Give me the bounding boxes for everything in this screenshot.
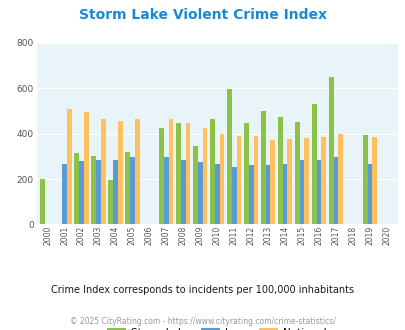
Legend: Storm Lake, Iowa, National: Storm Lake, Iowa, National [103, 324, 330, 330]
Bar [248, 165, 253, 224]
Bar [316, 160, 321, 224]
Text: Crime Index corresponds to incidents per 100,000 inhabitants: Crime Index corresponds to incidents per… [51, 285, 354, 295]
Bar [362, 135, 367, 224]
Bar [243, 123, 248, 224]
Bar [294, 122, 299, 224]
Bar [164, 157, 168, 224]
Bar [367, 164, 371, 224]
Text: © 2025 CityRating.com - https://www.cityrating.com/crime-statistics/: © 2025 CityRating.com - https://www.city… [70, 317, 335, 326]
Text: Storm Lake Violent Crime Index: Storm Lake Violent Crime Index [79, 8, 326, 22]
Bar [328, 77, 333, 224]
Bar [287, 139, 292, 224]
Bar [67, 109, 71, 224]
Bar [168, 119, 173, 224]
Bar [100, 119, 105, 224]
Bar [236, 136, 241, 224]
Bar [304, 138, 308, 224]
Bar [231, 167, 236, 224]
Bar [371, 137, 376, 224]
Bar [113, 160, 117, 224]
Bar [299, 160, 304, 224]
Bar [130, 157, 134, 224]
Bar [321, 137, 325, 224]
Bar [214, 164, 219, 224]
Bar [185, 123, 190, 224]
Bar [202, 128, 207, 224]
Bar [226, 89, 231, 224]
Bar [265, 165, 270, 224]
Bar [193, 146, 197, 224]
Bar [197, 162, 202, 224]
Bar [79, 161, 84, 224]
Bar [260, 111, 265, 224]
Bar [337, 134, 342, 224]
Bar [40, 179, 45, 224]
Bar [282, 164, 287, 224]
Bar [134, 119, 139, 224]
Bar [176, 123, 181, 224]
Bar [277, 116, 282, 224]
Bar [181, 160, 185, 224]
Bar [311, 104, 316, 224]
Bar [253, 136, 258, 224]
Bar [219, 134, 224, 224]
Bar [270, 141, 275, 224]
Bar [91, 156, 96, 224]
Bar [108, 180, 113, 224]
Bar [125, 152, 130, 224]
Bar [74, 153, 79, 224]
Bar [117, 121, 122, 224]
Bar [84, 112, 88, 224]
Bar [62, 164, 67, 224]
Bar [159, 128, 164, 224]
Bar [96, 160, 100, 224]
Bar [333, 157, 337, 224]
Bar [209, 119, 214, 224]
